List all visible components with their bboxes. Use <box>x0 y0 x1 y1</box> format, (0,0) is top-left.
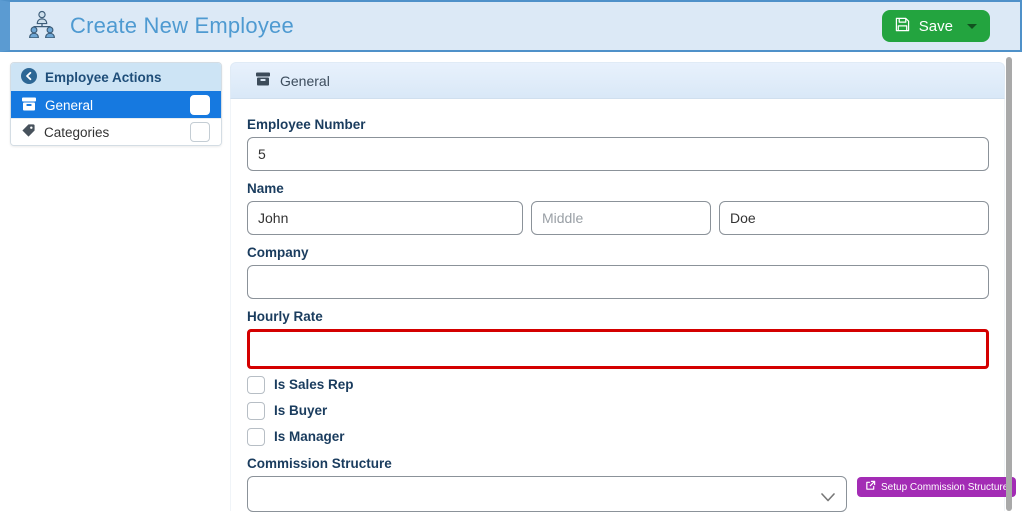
general-section-checkbox[interactable] <box>190 95 210 115</box>
archive-box-icon <box>21 97 37 114</box>
setup-commission-structure-button[interactable]: Setup Commission Structure <box>857 477 1017 497</box>
archive-box-icon <box>255 72 271 89</box>
is-buyer-label: Is Buyer <box>274 403 328 418</box>
vertical-scrollbar[interactable] <box>1006 57 1012 511</box>
is-sales-rep-label: Is Sales Rep <box>274 377 354 392</box>
general-panel: General Employee Number Name Company Hou… <box>230 62 1017 512</box>
page-title: Create New Employee <box>70 13 294 38</box>
middle-name-input[interactable] <box>531 201 711 235</box>
hourly-rate-label: Hourly Rate <box>247 309 323 324</box>
first-name-input[interactable] <box>247 201 523 235</box>
sidebar-title: Employee Actions <box>45 69 162 85</box>
is-manager-checkbox[interactable] <box>247 427 265 446</box>
commission-structure-field-group: Commission Structure <box>247 456 1017 512</box>
company-field-group: Company <box>247 245 989 299</box>
company-input[interactable] <box>247 265 989 299</box>
general-panel-header: General <box>230 62 1005 99</box>
panel-title: General <box>280 72 330 89</box>
company-label: Company <box>247 245 309 260</box>
sidebar-item-categories[interactable]: Categories <box>11 118 221 145</box>
categories-section-checkbox[interactable] <box>190 122 210 142</box>
name-label: Name <box>247 181 284 196</box>
employee-number-field-group: Employee Number <box>247 117 989 171</box>
is-sales-rep-checkbox[interactable] <box>247 375 265 394</box>
is-buyer-checkbox[interactable] <box>247 401 265 420</box>
save-dropdown-caret[interactable] <box>967 23 977 29</box>
page-header: Create New Employee Save <box>0 0 1022 52</box>
save-button[interactable]: Save <box>881 10 990 42</box>
sidebar-item-general[interactable]: General <box>11 91 221 118</box>
hourly-rate-input[interactable] <box>247 329 989 369</box>
employee-number-input[interactable] <box>247 137 989 171</box>
hourly-rate-field-group: Hourly Rate <box>247 309 989 369</box>
save-button-label: Save <box>918 17 953 35</box>
setup-commission-structure-label: Setup Commission Structure <box>881 481 1009 493</box>
tag-icon <box>21 123 36 141</box>
sidebar-item-label: Categories <box>44 124 110 140</box>
is-sales-rep-row: Is Sales Rep <box>247 375 989 394</box>
commission-structure-label: Commission Structure <box>247 456 392 471</box>
general-form: Employee Number Name Company Hourly Rate… <box>230 99 1017 512</box>
name-field-group: Name <box>247 181 989 235</box>
last-name-input[interactable] <box>719 201 989 235</box>
circle-arrow-left-icon <box>21 67 37 87</box>
floppy-disk-icon <box>895 17 910 36</box>
is-manager-row: Is Manager <box>247 427 989 446</box>
employee-number-label: Employee Number <box>247 117 366 132</box>
commission-structure-select[interactable] <box>247 476 847 512</box>
is-buyer-row: Is Buyer <box>247 401 989 420</box>
org-chart-icon <box>26 10 58 43</box>
is-manager-label: Is Manager <box>274 429 345 444</box>
employee-actions-sidebar: Employee Actions General Categories <box>10 62 222 146</box>
page-header-left: Create New Employee <box>26 10 294 43</box>
external-link-icon <box>865 480 876 494</box>
sidebar-header-employee-actions[interactable]: Employee Actions <box>11 63 221 91</box>
sidebar-item-label: General <box>45 97 94 113</box>
